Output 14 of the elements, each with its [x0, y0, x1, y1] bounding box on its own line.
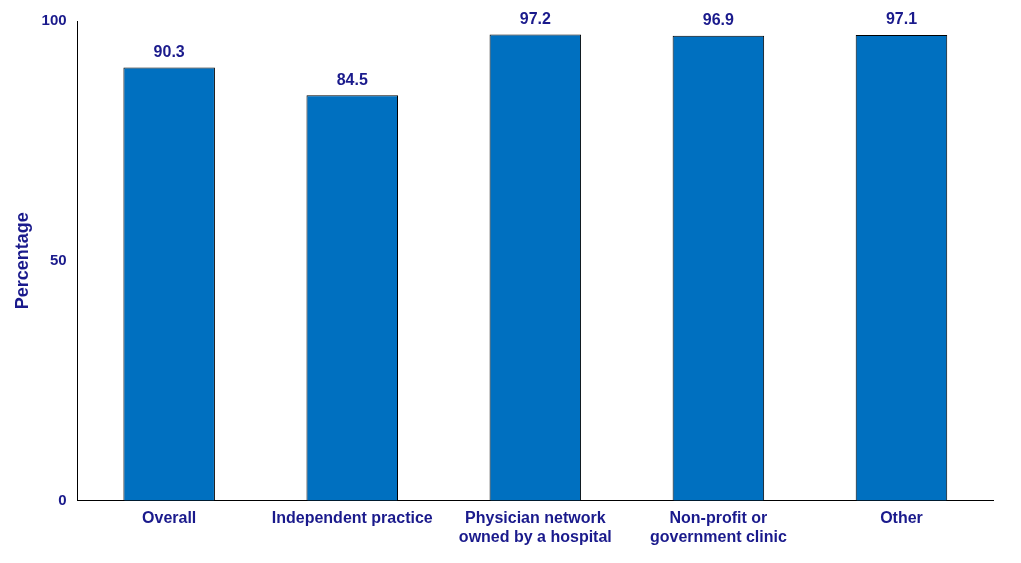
y-tick-label: 0 [58, 490, 67, 508]
y-tick-label: 50 [49, 250, 67, 268]
x-tick-label: Other [880, 508, 923, 526]
data-label: 97.2 [519, 9, 551, 27]
data-label: 96.9 [702, 11, 735, 29]
y-axis-title: Percentage [11, 212, 32, 310]
y-tick-label: 100 [41, 11, 67, 29]
data-label: 84.5 [336, 70, 368, 88]
data-label: 97.1 [885, 10, 918, 28]
x-tick-label: Overall [142, 508, 197, 526]
x-tick-label: Non-profit or government clinic [649, 508, 787, 545]
x-tick-label: Physician network owned by a hospital [458, 508, 612, 545]
x-tick-label: Independent practice [271, 508, 433, 526]
data-label: 90.3 [153, 42, 185, 60]
